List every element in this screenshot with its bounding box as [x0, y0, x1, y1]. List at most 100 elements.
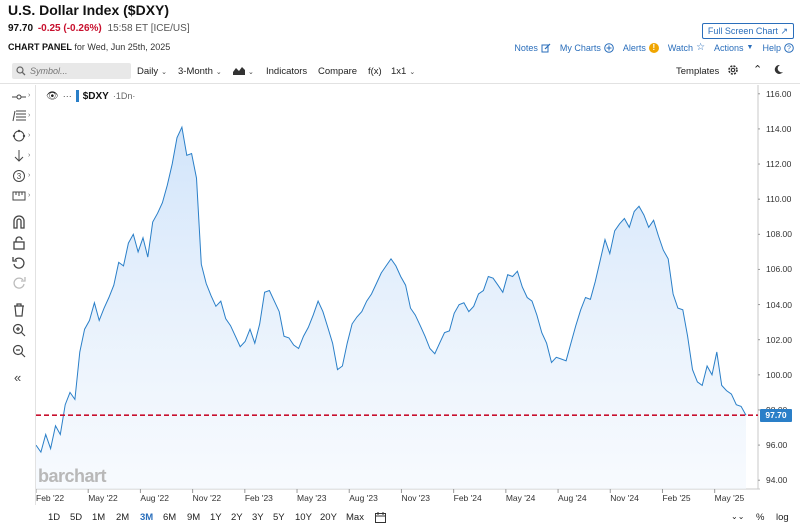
x-tick-label: Aug '24	[558, 493, 587, 503]
area-chart-icon	[233, 67, 245, 75]
y-tick-label: 114.00	[766, 123, 792, 134]
indicators-button[interactable]: Indicators	[266, 66, 308, 77]
range-button-1m[interactable]: 1M	[92, 512, 106, 523]
help-icon: ?	[784, 42, 794, 53]
eye-icon[interactable]: 👁	[46, 90, 59, 102]
range-button-max[interactable]: Max	[346, 512, 364, 523]
watch-link[interactable]: Watch ☆	[668, 42, 705, 53]
dark-mode-icon[interactable]	[773, 64, 784, 78]
collapse-sidebar-icon[interactable]: «	[14, 370, 22, 385]
x-tick-label: May '22	[88, 493, 118, 503]
plus-circle-icon	[604, 42, 614, 53]
compare-button[interactable]: Compare	[318, 66, 358, 77]
x-tick-label: May '24	[505, 493, 536, 503]
actions-menu[interactable]: Actions ▼	[714, 43, 753, 53]
line-tool-icon[interactable]: ›	[12, 89, 30, 105]
my-charts-link[interactable]: My Charts	[560, 43, 614, 53]
search-icon	[16, 66, 26, 76]
x-tick-label: Feb '22	[36, 493, 65, 503]
range-button-20y[interactable]: 20Y	[320, 512, 337, 523]
chart-toolbar: Daily⌄ 3-Month⌄ ⌄ Indicators Compare f(x…	[0, 58, 800, 84]
range-dropdown[interactable]: 3-Month ⌄	[178, 66, 222, 77]
price-line	[36, 125, 747, 454]
chart-panel-label: CHART PANEL for Wed, Jun 25th, 2025	[8, 42, 170, 52]
period-label: Daily	[137, 66, 159, 77]
fibonacci-tool-icon[interactable]: ›	[12, 109, 30, 125]
x-tick-label: Aug '23	[349, 493, 378, 503]
y-tick-label: 94.00	[766, 475, 788, 486]
range-button-3y[interactable]: 3Y	[252, 512, 264, 523]
redo-icon[interactable]	[12, 276, 30, 292]
magnet-icon[interactable]	[12, 215, 30, 231]
y-tick-label: 104.00	[766, 299, 792, 310]
y-tick-label: 116.00	[766, 88, 792, 99]
header-links: Notes My Charts Alerts ! Watch ☆ Actions…	[514, 42, 794, 53]
range-button-2y[interactable]: 2Y	[231, 512, 243, 523]
chevron-down-icon: ⌄	[409, 69, 416, 76]
range-button-5d[interactable]: 5D	[70, 512, 83, 523]
zoom-in-icon[interactable]	[12, 323, 30, 339]
x-tick-label: May '23	[297, 493, 327, 503]
alerts-link[interactable]: Alerts !	[623, 42, 659, 53]
range-button-2m[interactable]: 2M	[116, 512, 130, 523]
range-button-1d[interactable]: 1D	[48, 512, 61, 523]
y-tick-label: 102.00	[766, 334, 792, 345]
templates-button[interactable]: Templates	[676, 66, 720, 77]
undo-icon[interactable]	[12, 256, 30, 272]
chevron-down-icon: ⌄	[161, 69, 167, 76]
measure-tool-icon[interactable]: ›	[12, 189, 30, 205]
symbol-search[interactable]	[12, 63, 131, 79]
quote-time-source: 15:58 ET [ICE/US]	[107, 23, 190, 34]
panel-date: for Wed, Jun 25th, 2025	[74, 42, 171, 52]
arrow-tool-icon[interactable]: ›	[12, 149, 30, 165]
zoom-out-icon[interactable]	[12, 344, 30, 360]
range-button-9m[interactable]: 9M	[187, 512, 201, 523]
notes-link[interactable]: Notes	[514, 43, 551, 53]
settings-gear-icon[interactable]	[727, 64, 739, 79]
chart-type-dropdown[interactable]: ⌄	[233, 66, 254, 77]
annotation-tool-icon[interactable]: 3 ›	[12, 169, 30, 185]
barchart-watermark: barchart	[38, 466, 107, 486]
range-button-6m[interactable]: 6M	[163, 512, 177, 523]
x-tick-label: Feb '23	[244, 493, 273, 503]
range-button-3m[interactable]: 3M	[140, 512, 154, 523]
star-icon: ☆	[696, 42, 706, 53]
x-tick-label: Feb '25	[662, 493, 691, 503]
svg-text:3: 3	[17, 172, 22, 181]
calendar-icon[interactable]	[375, 512, 386, 526]
lock-icon[interactable]	[12, 236, 30, 252]
y-tick-label: 106.00	[766, 264, 792, 275]
function-button[interactable]: f(x)	[368, 66, 382, 77]
range-button-5y[interactable]: 5Y	[273, 512, 285, 523]
more-icon[interactable]: ···	[62, 91, 72, 101]
chevron-down-icon[interactable]: ⌄⌄	[731, 512, 745, 521]
chevron-down-icon: ⌄	[248, 69, 254, 76]
range-selector: ⌄⌄ % log 1D 5D 1M 2M 3M 6M 9M 1Y 2Y 3Y 5Y 10Y 20Y Max	[0, 506, 800, 528]
percent-toggle[interactable]: %	[756, 512, 765, 523]
range-button-10y[interactable]: 10Y	[295, 512, 312, 523]
notes-label: Notes	[514, 42, 538, 53]
help-link[interactable]: Help ?	[762, 43, 794, 53]
expand-icon: ↗	[780, 26, 788, 36]
range-button-1y[interactable]: 1Y	[210, 512, 222, 523]
axis-ticks	[36, 93, 760, 493]
x-tick-label: Aug '22	[140, 493, 169, 503]
last-price-tag: 97.70	[760, 408, 792, 422]
y-tick-label: 96.00	[766, 440, 788, 451]
full-screen-chart-button[interactable]: Full Screen Chart ↗	[701, 23, 794, 39]
watch-label: Watch	[667, 42, 694, 53]
x-tick-label: May '25	[714, 493, 745, 503]
shapes-tool-icon[interactable]: ›	[12, 129, 30, 145]
symbol-search-input[interactable]	[30, 64, 126, 78]
trash-icon[interactable]	[12, 303, 30, 319]
price-area	[36, 127, 746, 489]
edit-icon	[541, 43, 551, 52]
price-chart[interactable]	[36, 85, 760, 505]
svg-text:?: ?	[787, 45, 791, 52]
price-change: -0.25 (-0.26%)	[37, 23, 102, 34]
chevron-down-icon: ⌄	[215, 69, 222, 76]
period-dropdown[interactable]: Daily ⌄	[137, 66, 167, 77]
layout-dropdown[interactable]: 1x1 ⌄	[391, 66, 415, 77]
collapse-icon[interactable]: ⌃	[753, 64, 763, 76]
log-toggle[interactable]: log	[776, 512, 789, 523]
